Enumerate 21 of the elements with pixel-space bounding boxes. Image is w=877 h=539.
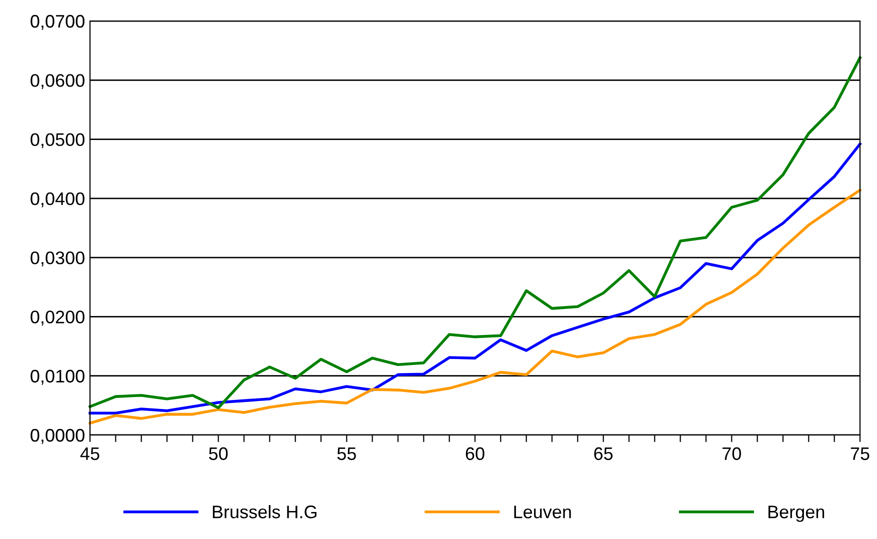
x-tick-label: 70 [722, 447, 742, 460]
line-series [88, 56, 862, 410]
y-tick-label: 0,0500 [30, 133, 84, 148]
x-tick-label: 45 [80, 447, 100, 460]
y-tick-label: 0,0000 [30, 428, 84, 444]
y-tick-label: 0,0100 [30, 370, 84, 385]
x-tick-label: 60 [466, 447, 484, 460]
y-tick-label: 0,0200 [30, 310, 84, 326]
line-series [88, 188, 862, 425]
legend-label: Brussels H.G [212, 505, 316, 518]
x-tick-label: 55 [337, 447, 356, 460]
y-tick-label: 0,0300 [30, 252, 84, 266]
x-tick-label: 75 [850, 447, 870, 460]
y-tick-label: 0,0400 [30, 192, 84, 208]
legend-label: Leuven [514, 506, 571, 518]
x-tick-label: 50 [209, 447, 228, 460]
y-tick-label: 0,0700 [30, 14, 84, 30]
legend-label: Bergen [768, 506, 824, 522]
y-tick-label: 0,0600 [30, 74, 84, 89]
x-tick-label: 65 [594, 447, 613, 460]
line-series [88, 142, 862, 415]
